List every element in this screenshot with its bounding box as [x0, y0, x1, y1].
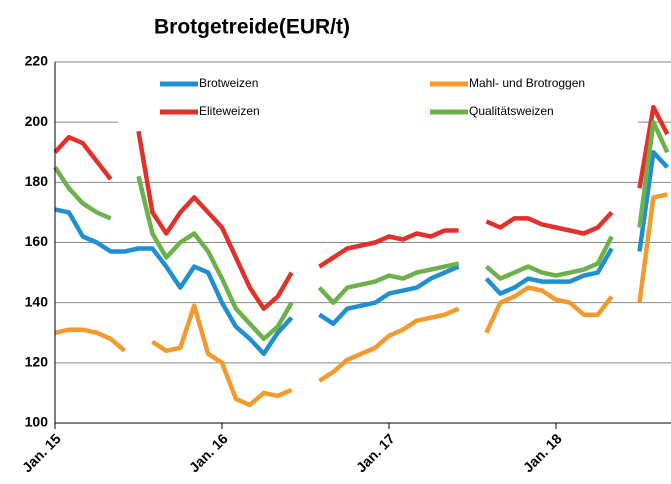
x-tick-label: Jan. 16 [186, 430, 231, 475]
y-tick-label: 200 [25, 113, 49, 129]
legend-label: Brotweizen [199, 76, 258, 90]
x-tick-label: Jan. 17 [353, 430, 398, 475]
chart-title: Brotgetreide(EUR/t) [154, 16, 350, 39]
series-line [54, 192, 668, 408]
y-tick-label: 100 [25, 414, 49, 430]
legend-label: Qualitätsweizen [469, 104, 554, 118]
legend-label: Eliteweizen [199, 104, 260, 118]
series-line [53, 119, 670, 342]
x-tick-label: Jan. 18 [520, 430, 565, 475]
y-tick-label: 160 [25, 233, 49, 249]
y-tick-label: 140 [25, 293, 49, 309]
x-tick-label: Jan. 15 [19, 430, 64, 475]
y-tick-label: 220 [25, 53, 49, 69]
legend: Brotweizen Mahl- und Brotroggen Eliteweize… [118, 70, 638, 128]
legend-label: Mahl- und Brotroggen [469, 76, 585, 90]
series-line [53, 104, 670, 311]
y-tick-label: 180 [25, 173, 49, 189]
legend-background [118, 70, 638, 128]
lines [53, 104, 670, 408]
y-tick-label: 120 [25, 354, 49, 370]
series-line [54, 150, 669, 357]
